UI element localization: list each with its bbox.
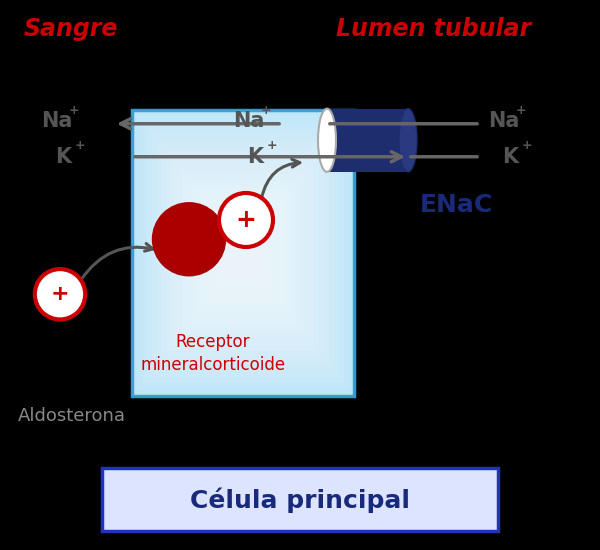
Bar [212, 213, 274, 293]
Ellipse shape [318, 109, 336, 172]
Text: +: + [74, 139, 85, 152]
Bar [162, 148, 324, 358]
Text: K: K [55, 147, 71, 167]
Ellipse shape [35, 269, 85, 320]
Text: Célula principal: Célula principal [190, 488, 410, 513]
FancyArrowPatch shape [82, 244, 153, 279]
Bar [152, 136, 334, 370]
Text: +: + [68, 103, 79, 117]
Text: K: K [247, 147, 263, 167]
Text: +: + [236, 208, 256, 232]
Bar [177, 168, 309, 338]
FancyBboxPatch shape [102, 468, 498, 531]
Bar [147, 129, 339, 377]
Bar [222, 226, 264, 280]
Text: +: + [515, 103, 526, 117]
Bar [182, 174, 304, 332]
Text: Lumen tubular: Lumen tubular [336, 16, 531, 41]
Text: ENaC: ENaC [420, 192, 493, 217]
Bar [132, 110, 354, 396]
Text: +: + [266, 139, 277, 152]
Ellipse shape [399, 109, 417, 172]
Bar [172, 162, 314, 344]
Ellipse shape [219, 193, 273, 247]
Text: Receptor
mineralcorticoide: Receptor mineralcorticoide [140, 333, 286, 375]
Bar [187, 181, 299, 325]
Bar [167, 155, 319, 351]
Text: +: + [521, 139, 532, 152]
Bar [202, 200, 284, 306]
Text: Aldosterona: Aldosterona [18, 407, 126, 425]
Text: +: + [260, 103, 271, 117]
Bar [217, 219, 269, 287]
Bar [142, 123, 344, 383]
Text: Sangre: Sangre [24, 16, 118, 41]
Bar [137, 117, 349, 389]
Bar [192, 187, 294, 319]
Bar [227, 232, 259, 274]
Text: Na: Na [41, 111, 73, 131]
Text: Na: Na [233, 111, 265, 131]
Bar [132, 110, 354, 396]
Bar [157, 142, 329, 364]
Bar [207, 206, 279, 299]
Text: K: K [502, 147, 518, 167]
Text: +: + [50, 284, 70, 304]
Ellipse shape [152, 202, 226, 277]
FancyArrowPatch shape [262, 160, 300, 198]
Text: Na: Na [488, 111, 520, 131]
Bar [327, 109, 408, 172]
Bar [197, 194, 289, 312]
